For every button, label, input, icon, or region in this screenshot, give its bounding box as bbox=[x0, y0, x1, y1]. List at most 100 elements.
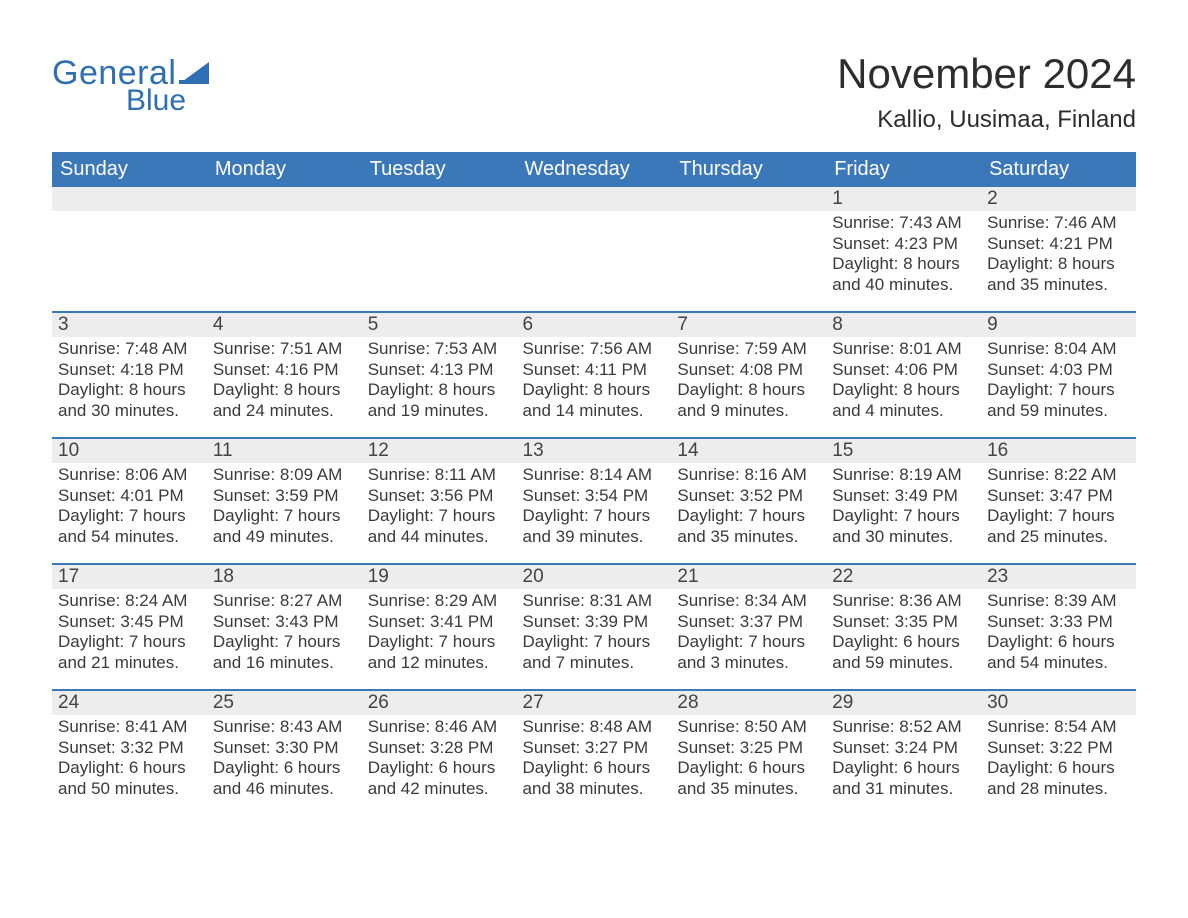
day-body-cell: Sunrise: 8:46 AMSunset: 3:28 PMDaylight:… bbox=[362, 715, 517, 815]
day-number-cell: 29 bbox=[826, 689, 981, 715]
sunrise-line: Sunrise: 8:41 AM bbox=[58, 717, 201, 738]
day-body: Sunrise: 8:31 AMSunset: 3:39 PMDaylight:… bbox=[517, 589, 672, 684]
weekday-header: Sunday bbox=[52, 152, 207, 187]
week-daynum-row: 10111213141516 bbox=[52, 437, 1136, 463]
daylight-line-2: and 30 minutes. bbox=[832, 527, 975, 548]
sunset-line: Sunset: 3:54 PM bbox=[523, 486, 666, 507]
sunrise-line: Sunrise: 8:06 AM bbox=[58, 465, 201, 486]
daylight-line-1: Daylight: 6 hours bbox=[58, 758, 201, 779]
day-number: 29 bbox=[826, 689, 981, 715]
daylight-line-2: and 31 minutes. bbox=[832, 779, 975, 800]
day-body: Sunrise: 8:46 AMSunset: 3:28 PMDaylight:… bbox=[362, 715, 517, 810]
sunrise-line: Sunrise: 8:46 AM bbox=[368, 717, 511, 738]
daylight-line-1: Daylight: 6 hours bbox=[987, 632, 1130, 653]
sunrise-line: Sunrise: 8:31 AM bbox=[523, 591, 666, 612]
daylight-line-2: and 24 minutes. bbox=[213, 401, 356, 422]
day-body: Sunrise: 8:48 AMSunset: 3:27 PMDaylight:… bbox=[517, 715, 672, 810]
day-number: 15 bbox=[826, 437, 981, 463]
sunset-line: Sunset: 3:35 PM bbox=[832, 612, 975, 633]
sunset-line: Sunset: 4:23 PM bbox=[832, 234, 975, 255]
day-number-cell: 24 bbox=[52, 689, 207, 715]
day-body-cell: Sunrise: 8:29 AMSunset: 3:41 PMDaylight:… bbox=[362, 589, 517, 689]
day-body: Sunrise: 8:06 AMSunset: 4:01 PMDaylight:… bbox=[52, 463, 207, 558]
sunset-line: Sunset: 3:25 PM bbox=[677, 738, 820, 759]
week-daynum-row: 24252627282930 bbox=[52, 689, 1136, 715]
sunset-line: Sunset: 3:33 PM bbox=[987, 612, 1130, 633]
daylight-line-2: and 12 minutes. bbox=[368, 653, 511, 674]
day-number bbox=[517, 187, 672, 211]
daylight-line-2: and 4 minutes. bbox=[832, 401, 975, 422]
daylight-line-2: and 50 minutes. bbox=[58, 779, 201, 800]
day-number: 14 bbox=[671, 437, 826, 463]
week-body-row: Sunrise: 7:48 AMSunset: 4:18 PM Daylight:… bbox=[52, 337, 1136, 437]
calendar-body: 12Sunrise: 7:43 AMSunset: 4:23 PMDayligh… bbox=[52, 187, 1136, 815]
day-body-cell: Sunrise: 8:14 AMSunset: 3:54 PMDaylight:… bbox=[517, 463, 672, 563]
day-number bbox=[362, 187, 517, 211]
day-body: Sunrise: 8:22 AMSunset: 3:47 PMDaylight:… bbox=[981, 463, 1136, 558]
daylight-line-1: Daylight: 7 hours bbox=[677, 506, 820, 527]
daylight-line-2: and 7 minutes. bbox=[523, 653, 666, 674]
sunrise-line: Sunrise: 7:48 AM bbox=[58, 339, 201, 360]
day-body: Sunrise: 8:34 AMSunset: 3:37 PMDaylight:… bbox=[671, 589, 826, 684]
sunrise-line: Sunrise: 7:51 AM bbox=[213, 339, 356, 360]
day-number: 21 bbox=[671, 563, 826, 589]
daylight-line-1: Daylight: 7 hours bbox=[58, 632, 201, 653]
day-number: 11 bbox=[207, 437, 362, 463]
day-number-cell bbox=[517, 187, 672, 211]
sunrise-line: Sunrise: 7:59 AM bbox=[677, 339, 820, 360]
day-body: Sunrise: 8:41 AMSunset: 3:32 PMDaylight:… bbox=[52, 715, 207, 810]
week-daynum-row: 3456789 bbox=[52, 311, 1136, 337]
day-body-cell: Sunrise: 8:39 AMSunset: 3:33 PMDaylight:… bbox=[981, 589, 1136, 689]
day-body: Sunrise: 8:52 AMSunset: 3:24 PMDaylight:… bbox=[826, 715, 981, 810]
sunrise-line: Sunrise: 8:01 AM bbox=[832, 339, 975, 360]
daylight-line-1: Daylight: 8 hours bbox=[213, 380, 356, 401]
daylight-line-2: and 44 minutes. bbox=[368, 527, 511, 548]
sunset-line: Sunset: 3:47 PM bbox=[987, 486, 1130, 507]
day-number: 3 bbox=[52, 311, 207, 337]
sail-icon bbox=[179, 62, 209, 84]
daylight-line-1: Daylight: 7 hours bbox=[213, 506, 356, 527]
day-body: Sunrise: 8:01 AMSunset: 4:06 PMDaylight:… bbox=[826, 337, 981, 432]
sunset-line: Sunset: 3:43 PM bbox=[213, 612, 356, 633]
day-number bbox=[52, 187, 207, 211]
day-number: 26 bbox=[362, 689, 517, 715]
week-body-row: Sunrise: 8:41 AMSunset: 3:32 PMDaylight:… bbox=[52, 715, 1136, 815]
weekday-header: Tuesday bbox=[362, 152, 517, 187]
daylight-line-2: and 59 minutes. bbox=[832, 653, 975, 674]
day-number: 25 bbox=[207, 689, 362, 715]
day-body-cell: Sunrise: 7:56 AMSunset: 4:11 PMDaylight:… bbox=[517, 337, 672, 437]
day-body-cell: Sunrise: 8:36 AMSunset: 3:35 PMDaylight:… bbox=[826, 589, 981, 689]
sunrise-line: Sunrise: 8:24 AM bbox=[58, 591, 201, 612]
day-number-cell: 9 bbox=[981, 311, 1136, 337]
daylight-line-2: and 21 minutes. bbox=[58, 653, 201, 674]
daylight-line-1: Daylight: 8 hours bbox=[987, 254, 1130, 275]
daylight-line-1: Daylight: 6 hours bbox=[987, 758, 1130, 779]
day-body-cell bbox=[671, 211, 826, 311]
sunrise-line: Sunrise: 8:54 AM bbox=[987, 717, 1130, 738]
weekday-header: Friday bbox=[826, 152, 981, 187]
day-body-cell: Sunrise: 8:27 AMSunset: 3:43 PMDaylight:… bbox=[207, 589, 362, 689]
daylight-line-2: and 35 minutes. bbox=[987, 275, 1130, 296]
week-body-row: Sunrise: 8:24 AMSunset: 3:45 PMDaylight:… bbox=[52, 589, 1136, 689]
sunset-line: Sunset: 4:06 PM bbox=[832, 360, 975, 381]
calendar-page: General Blue November 2024 Kallio, Uusim… bbox=[0, 0, 1188, 855]
day-number-cell bbox=[207, 187, 362, 211]
day-number-cell: 19 bbox=[362, 563, 517, 589]
daylight-line-1: Daylight: 7 hours bbox=[832, 506, 975, 527]
daylight-line-1: Daylight: 8 hours bbox=[832, 254, 975, 275]
sunset-line: Sunset: 3:52 PM bbox=[677, 486, 820, 507]
day-body bbox=[207, 211, 362, 223]
day-body-cell: Sunrise: 7:51 AMSunset: 4:16 PMDaylight:… bbox=[207, 337, 362, 437]
day-body-cell: Sunrise: 8:19 AMSunset: 3:49 PMDaylight:… bbox=[826, 463, 981, 563]
day-body-cell: Sunrise: 8:52 AMSunset: 3:24 PMDaylight:… bbox=[826, 715, 981, 815]
sunset-line: Sunset: 3:32 PM bbox=[58, 738, 201, 759]
sunset-line: Sunset: 4:11 PM bbox=[523, 360, 666, 381]
day-body-cell: Sunrise: 8:34 AMSunset: 3:37 PMDaylight:… bbox=[671, 589, 826, 689]
week-body-row: Sunrise: 8:06 AMSunset: 4:01 PMDaylight:… bbox=[52, 463, 1136, 563]
day-number-cell: 20 bbox=[517, 563, 672, 589]
sunset-line: Sunset: 4:18 PM bbox=[58, 360, 201, 381]
daylight-line-1: Daylight: 7 hours bbox=[523, 632, 666, 653]
sunrise-line: Sunrise: 8:09 AM bbox=[213, 465, 356, 486]
day-body: Sunrise: 7:53 AMSunset: 4:13 PMDaylight:… bbox=[362, 337, 517, 432]
daylight-line-1: Daylight: 6 hours bbox=[832, 758, 975, 779]
